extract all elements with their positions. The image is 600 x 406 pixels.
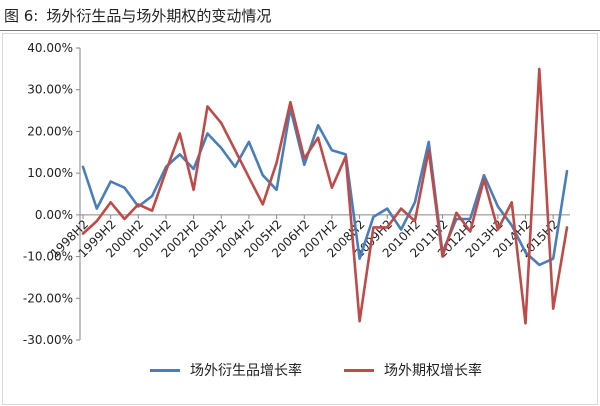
y-axis: 40.00% 30.00% 20.00% 10.00% 0.00% -10.00% -20.… — [23, 41, 81, 347]
y-tick-label: 10.00% — [27, 166, 73, 180]
legend-item-series-2: 场外期权增长率 — [344, 360, 482, 380]
legend-swatch-series-2 — [344, 368, 374, 372]
y-tick-label: -20.00% — [23, 291, 73, 305]
y-tick-label: 20.00% — [27, 124, 73, 138]
figure-header: 图 6: 场外衍生品与场外期权的变动情况 — [0, 0, 600, 30]
series-line-1 — [81, 107, 569, 267]
legend-label-series-2: 场外期权增长率 — [384, 363, 482, 379]
chart-frame — [2, 33, 598, 405]
legend: 场外衍生品增长率 场外期权增长率 — [150, 360, 482, 380]
legend-label-series-1: 场外衍生品增长率 — [190, 363, 302, 379]
figure-title: 场外衍生品与场外期权的变动情况 — [46, 6, 272, 25]
y-tick-label: 40.00% — [27, 41, 73, 55]
y-tick-label: -30.00% — [23, 333, 73, 347]
x-axis: 1998H21999H22000H22001H22002H22003H22004… — [48, 214, 570, 260]
legend-item-series-1: 场外衍生品增长率 — [150, 360, 302, 380]
series-line-2 — [81, 67, 569, 325]
title-divider — [0, 30, 600, 31]
legend-swatch-series-1 — [150, 368, 180, 372]
y-tick-label: 30.00% — [27, 83, 73, 97]
plot-series — [81, 67, 569, 325]
figure-label: 图 6: — [4, 6, 39, 25]
y-tick-label: -10.00% — [23, 250, 73, 264]
y-tick-label: 0.00% — [35, 208, 73, 222]
